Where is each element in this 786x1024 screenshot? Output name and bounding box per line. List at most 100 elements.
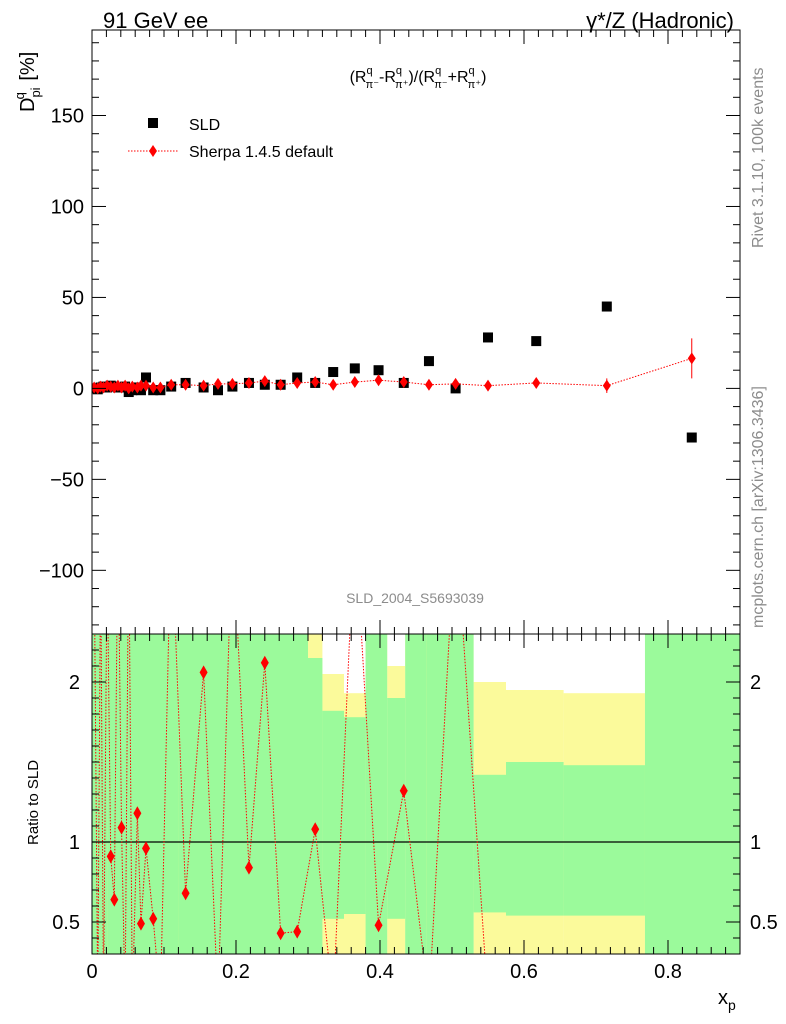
green-band-bin bbox=[178, 634, 308, 954]
green-band-bin bbox=[387, 698, 406, 919]
x-tick-label: 0 bbox=[86, 961, 97, 983]
sherpa-point bbox=[199, 379, 208, 392]
green-band-bin bbox=[644, 634, 740, 954]
ratio-y-axis-label: Ratio to SLD bbox=[25, 760, 42, 845]
sherpa-point bbox=[214, 377, 222, 390]
header-right-label: γ*/Z (Hadronic) bbox=[586, 8, 734, 33]
sherpa-point bbox=[424, 378, 433, 391]
main-annotation: (Rq π⁻-Rq π⁺)/(Rq π⁻+Rq π⁺) bbox=[350, 65, 487, 91]
rivet-version-label: Rivet 3.1.10, 100k events bbox=[750, 67, 767, 248]
ratio-line bbox=[94, 634, 486, 954]
sherpa-point bbox=[350, 376, 359, 389]
sherpa-point bbox=[451, 377, 460, 390]
mcplots-label: mcplots.cern.ch [arXiv:1306.3436] bbox=[750, 386, 767, 628]
sld-point bbox=[686, 432, 697, 443]
sherpa-point bbox=[276, 378, 285, 391]
sld-point bbox=[349, 363, 360, 374]
sherpa-point bbox=[602, 379, 611, 392]
ratio-point bbox=[133, 806, 142, 821]
green-band-bin bbox=[563, 765, 645, 916]
ratio-point bbox=[311, 822, 320, 837]
sherpa-point bbox=[228, 377, 237, 390]
legend-sherpa-label: Sherpa 1.4.5 default bbox=[189, 144, 334, 161]
sherpa-point bbox=[311, 376, 320, 389]
sherpa-point bbox=[687, 352, 696, 365]
ratio-y-tick-label-right: 2 bbox=[750, 672, 761, 694]
ratio-series bbox=[94, 634, 486, 954]
main-y-tick-label: 150 bbox=[51, 106, 84, 128]
sld-point bbox=[601, 301, 612, 312]
sherpa-point bbox=[329, 378, 338, 391]
main-y-tick-label: 50 bbox=[62, 287, 84, 309]
green-band-bin bbox=[426, 634, 474, 954]
sherpa-point bbox=[136, 379, 145, 392]
green-band-bin bbox=[506, 762, 564, 916]
ratio-point bbox=[106, 849, 115, 864]
sld-point bbox=[141, 372, 151, 383]
sld-point bbox=[213, 385, 223, 396]
ratio-point bbox=[136, 916, 145, 931]
sherpa-point bbox=[484, 379, 492, 392]
green-band-bin bbox=[107, 634, 179, 954]
sherpa-point bbox=[142, 379, 150, 392]
main-y-axis-label: Dpiq [%] bbox=[12, 52, 43, 112]
green-band-bin bbox=[405, 634, 427, 954]
ratio-y-tick-label-right: 0.5 bbox=[750, 912, 778, 934]
ratio-point bbox=[374, 918, 383, 933]
ratio-point bbox=[399, 783, 408, 798]
sherpa-point bbox=[260, 375, 269, 388]
green-band-bin bbox=[365, 634, 388, 954]
sherpa-point bbox=[167, 378, 176, 391]
sherpa-point bbox=[181, 378, 190, 391]
main-y-tick-label: −50 bbox=[50, 469, 84, 491]
sherpa-point bbox=[399, 376, 408, 389]
ratio-uncertainty-bands bbox=[92, 634, 740, 954]
sld-point bbox=[531, 336, 542, 347]
main-y-tick-label: −100 bbox=[39, 560, 84, 582]
ratio-point bbox=[117, 820, 126, 835]
green-band-bin bbox=[308, 658, 323, 954]
watermark: SLD_2004_S5693039 bbox=[346, 590, 484, 606]
legend-sld-label: SLD bbox=[189, 117, 220, 134]
sherpa-point bbox=[293, 376, 302, 389]
ratio-y-tick-label: 1 bbox=[69, 832, 80, 854]
x-axis-label: xp bbox=[718, 987, 736, 1013]
sld-point bbox=[328, 367, 339, 378]
x-tick-label: 0.4 bbox=[366, 961, 394, 983]
sld-point bbox=[423, 356, 434, 367]
sherpa-point bbox=[149, 381, 158, 394]
main-y-tick-label: 100 bbox=[51, 196, 84, 218]
legend: SLD Sherpa 1.4.5 default bbox=[128, 117, 334, 161]
sherpa-point bbox=[532, 376, 541, 389]
ratio-y-tick-label-right: 1 bbox=[750, 832, 761, 854]
ratio-point bbox=[260, 655, 269, 670]
sherpa-point bbox=[156, 381, 165, 394]
green-band-bin bbox=[322, 710, 344, 919]
sherpa-point bbox=[128, 380, 137, 393]
sherpa-point bbox=[244, 376, 253, 389]
ratio-point bbox=[244, 860, 253, 875]
ratio-point bbox=[142, 841, 150, 856]
header-left-label: 91 GeV ee bbox=[103, 8, 209, 33]
ratio-y-tick-label: 0.5 bbox=[52, 912, 80, 934]
legend-sld-marker bbox=[148, 118, 158, 128]
green-band-bin bbox=[473, 774, 506, 913]
main-y-tick-label: 0 bbox=[73, 378, 84, 400]
x-tick-label: 0.8 bbox=[654, 961, 682, 983]
x-tick-label: 0.6 bbox=[510, 961, 538, 983]
ratio-point bbox=[293, 924, 302, 939]
ratio-y-tick-label: 2 bbox=[69, 672, 80, 694]
x-tick-label: 0.2 bbox=[222, 961, 250, 983]
legend-sherpa-marker bbox=[149, 145, 157, 157]
ratio-point bbox=[181, 886, 190, 901]
sld-point bbox=[373, 365, 384, 376]
sld-point bbox=[483, 332, 493, 343]
ratio-point bbox=[199, 665, 208, 680]
green-band-bin bbox=[344, 717, 366, 914]
sherpa-point bbox=[374, 374, 383, 387]
main-series bbox=[92, 301, 697, 443]
axes: −100 −50 0 50 100 150 0 0.2 0.4 0.6 0.8 0.5 0.5 1 1 2 2 bbox=[39, 29, 778, 983]
ratio-point bbox=[276, 926, 285, 941]
ratio-point bbox=[149, 911, 158, 926]
